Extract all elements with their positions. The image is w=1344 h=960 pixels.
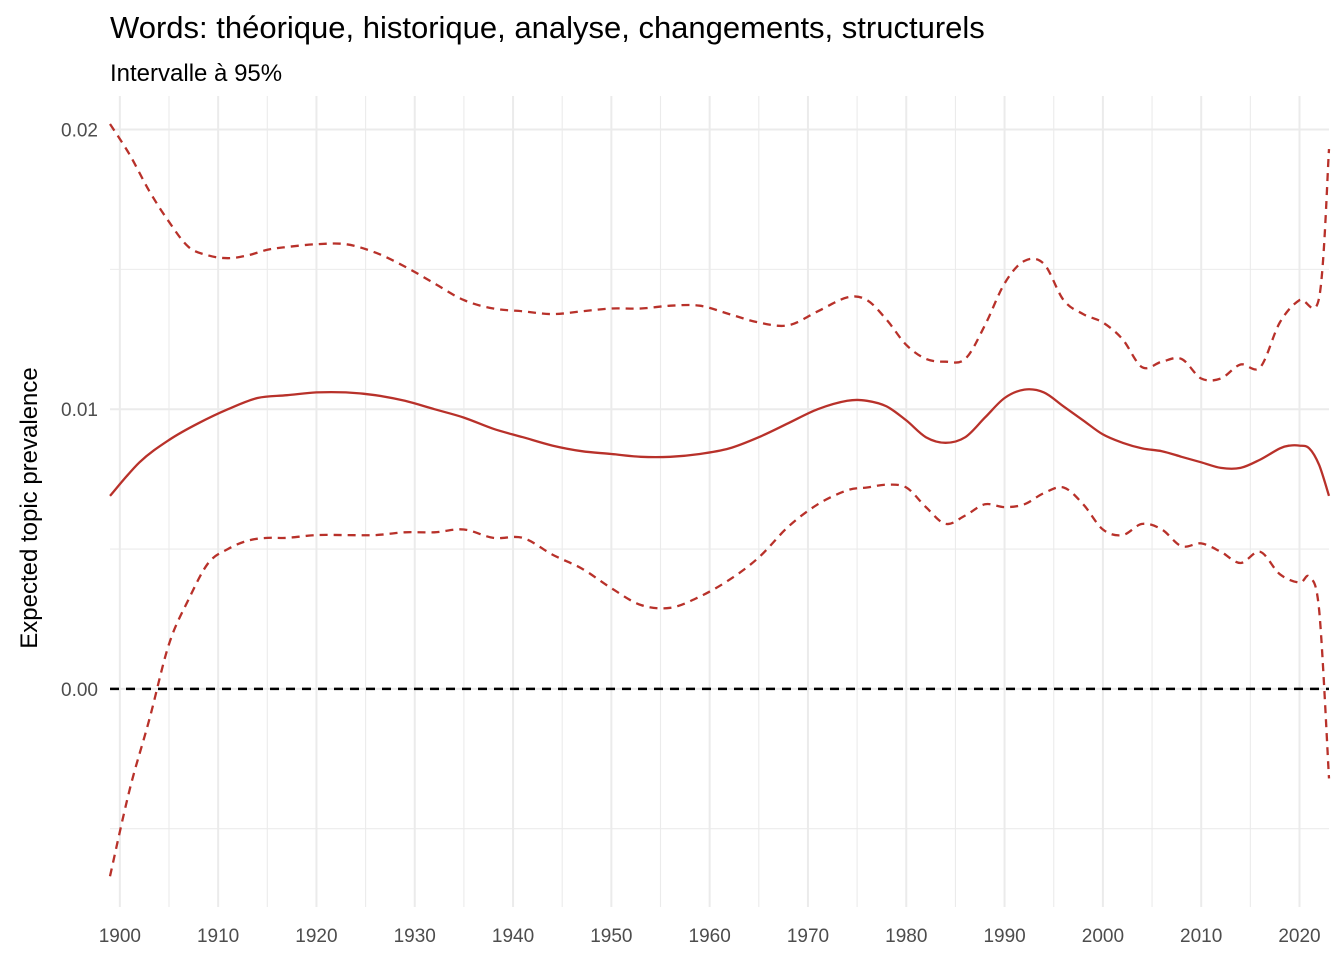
x-tick-label: 1960 (689, 926, 731, 947)
series-line-estimate (109, 388, 1331, 497)
y-tick-label: 0.01 (61, 400, 98, 421)
chart-title: Words: théorique, historique, analyse, c… (110, 10, 985, 45)
x-tick-label: 1970 (787, 926, 829, 947)
y-tick-labels: 0.00 0.01 0.02 (61, 121, 98, 701)
x-tick-label: 2010 (1180, 926, 1222, 947)
chart-subtitle: Intervalle à 95% (110, 60, 283, 87)
x-tick-labels: 1900 1910 1920 1930 1940 1950 1960 1970 1980 1990… (99, 926, 1321, 947)
series-line-upper-95 (109, 123, 1331, 382)
x-tick-label: 1920 (295, 926, 337, 947)
major-gridlines (110, 96, 1329, 907)
y-tick-label: 0.02 (61, 121, 98, 142)
x-tick-label: 1990 (983, 926, 1025, 947)
series-layer (108, 123, 1331, 877)
minor-gridlines (110, 96, 1329, 907)
x-tick-label: 2020 (1278, 926, 1320, 947)
x-tick-label: 1940 (492, 926, 534, 947)
x-tick-label: 1910 (197, 926, 239, 947)
y-tick-label: 0.00 (61, 680, 98, 701)
x-tick-label: 1950 (590, 926, 632, 947)
x-tick-label: 1900 (99, 926, 141, 947)
x-tick-label: 2000 (1082, 926, 1124, 947)
x-tick-label: 1980 (885, 926, 927, 947)
x-tick-label: 1930 (394, 926, 436, 947)
series-line-lower-95 (108, 483, 1331, 877)
